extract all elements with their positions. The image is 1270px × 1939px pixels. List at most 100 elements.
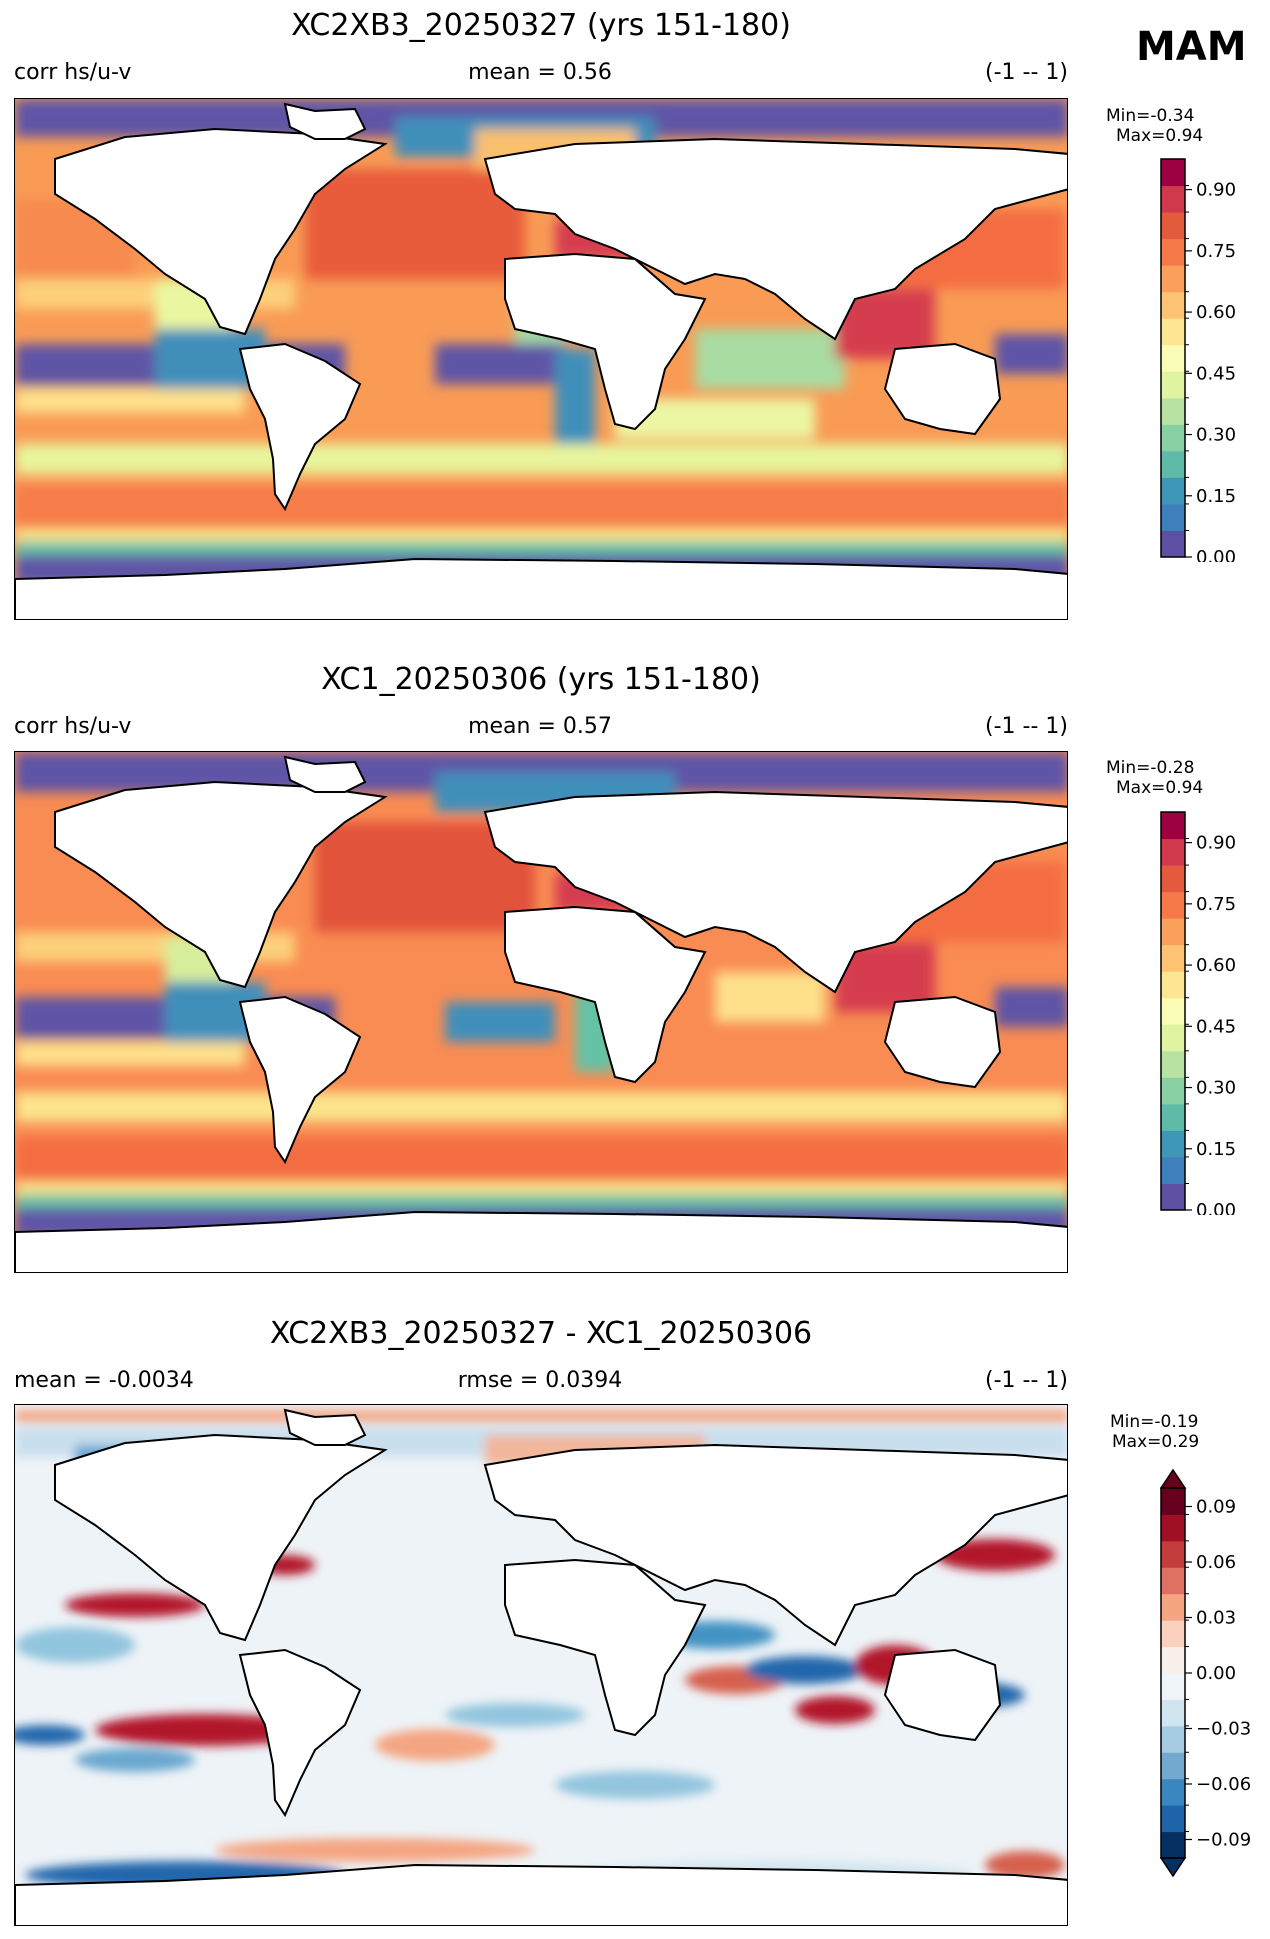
panel-1-map [14,98,1068,620]
panel-1-landmasses [15,102,1067,619]
colorbar-tick-label: 0.15 [1196,1139,1236,1160]
panel-3-map [14,1404,1068,1926]
colorbar-segment [1161,1540,1185,1568]
colorbar-segment [1161,159,1185,187]
colorbar-segment [1161,503,1185,531]
colorbar-segment [1161,1050,1185,1078]
panel-2-title: XC1_20250306 (yrs 151-180) [321,662,761,697]
colorbar-segment [1161,1673,1185,1700]
colorbar-tick-label: 0.75 [1196,241,1236,262]
panel-3-min-label: Min=-0.19 [1110,1412,1199,1432]
colorbar-segment [1161,291,1185,319]
panel-1-mean-label: mean = 0.56 [468,60,612,85]
colorbar-segment [1161,918,1185,946]
panel-1-min-label: Min=-0.34 [1106,106,1195,126]
panel-2-colorbar-ticks: 0.00 0.15 0.30 0.45 0.60 0.75 0.90 [1185,833,1236,1215]
colorbar-segment [1161,1646,1185,1674]
colorbar-tick-label: 0.90 [1196,833,1236,854]
panel-1-range-label: (-1 -- 1) [985,60,1068,85]
colorbar-tick-label: 0.09 [1196,1497,1236,1518]
panel-1-colorbar: 0.00 0.15 0.30 0.45 0.60 0.75 0.90 [1160,158,1236,562]
colorbar-extend-min-arrow [1160,1857,1187,1878]
panel-1-field [15,99,1067,619]
colorbar-segment [1161,1156,1185,1184]
colorbar-segment [1161,1699,1185,1727]
colorbar-segment [1161,838,1185,866]
colorbar-segment [1161,450,1185,478]
colorbar-segment [1161,1831,1185,1859]
colorbar-segment [1161,185,1185,213]
colorbar-segment [1161,1514,1185,1542]
colorbar-tick-label: 0.75 [1196,894,1236,915]
panel-2-variable-label: corr hs/u-v [14,714,132,739]
panel-1-map-svg [15,99,1067,619]
panel-3-title: XC2XB3_20250327 - XC1_20250306 [269,1316,813,1351]
colorbar-tick-label: 0.45 [1196,363,1236,384]
colorbar-segment [1161,1593,1185,1621]
colorbar-segment [1161,424,1185,452]
panel-2-map-svg [15,752,1067,1272]
colorbar-segment [1161,865,1185,893]
colorbar-tick-label: −0.06 [1196,1774,1251,1795]
panel-3-field [15,1405,1067,1925]
panel-2-map [14,751,1068,1273]
colorbar-tick-label: 0.30 [1196,1078,1236,1099]
panel-1-colorbar-fill [1161,159,1185,558]
colorbar-segment [1161,1488,1185,1515]
colorbar-tick-label: 0.60 [1196,302,1236,323]
panel-2-max-label: Max=0.94 [1116,778,1204,798]
colorbar-segment [1161,397,1185,425]
colorbar-tick-label: 0.30 [1196,425,1236,446]
colorbar-segment [1161,1024,1185,1052]
colorbar-segment [1161,477,1185,505]
colorbar-tick-label: −0.09 [1196,1830,1251,1851]
panel-3-landmasses [15,1408,1067,1925]
colorbar-segment [1161,1183,1185,1211]
panel-3-colorbar-ticks: −0.09 −0.06 −0.03 0.00 0.03 0.06 0.09 [1185,1497,1251,1851]
panel-3-max-label: Max=0.29 [1112,1432,1200,1452]
colorbar-segment [1161,1567,1185,1595]
panel-3-rmse-label: rmse = 0.0394 [457,1368,623,1393]
season-label: MAM [1136,24,1247,70]
panel-3-mean-label: mean = -0.0034 [14,1368,194,1393]
panel-1-title: XC2XB3_20250327 (yrs 151-180) [291,8,791,43]
colorbar-segment [1161,1752,1185,1780]
colorbar-segment [1161,1725,1185,1753]
panel-2-colorbar: 0.00 0.15 0.30 0.45 0.60 0.75 0.90 [1160,811,1236,1215]
panel-2-colorbar-fill [1161,812,1185,1211]
colorbar-segment [1161,371,1185,399]
colorbar-tick-label: 0.90 [1196,180,1236,201]
colorbar-tick-label: 0.06 [1196,1552,1236,1573]
colorbar-segment [1161,318,1185,346]
colorbar-segment [1161,1620,1185,1648]
colorbar-tick-label: 0.60 [1196,955,1236,976]
colorbar-tick-label: 0.00 [1196,547,1236,562]
colorbar-tick-label: 0.03 [1196,1608,1236,1629]
panel-3-colorbar: −0.09 −0.06 −0.03 0.00 0.03 0.06 0.09 [1160,1468,1251,1878]
colorbar-segment [1161,530,1185,558]
colorbar-extend-max-arrow [1160,1468,1187,1489]
panel-1-max-label: Max=0.94 [1116,126,1204,146]
colorbar-segment [1161,971,1185,999]
colorbar-tick-label: −0.03 [1196,1719,1251,1740]
panel-2-range-label: (-1 -- 1) [985,714,1068,739]
panel-3-colorbar-fill [1160,1468,1187,1878]
colorbar-tick-label: 0.00 [1196,1200,1236,1215]
panel-3-map-svg [15,1405,1067,1925]
panel-1-variable-label: corr hs/u-v [14,60,132,85]
panel-2-mean-label: mean = 0.57 [468,714,612,739]
colorbar-tick-label: 0.45 [1196,1016,1236,1037]
colorbar-segment [1161,997,1185,1025]
colorbar-segment [1161,944,1185,972]
colorbar-segment [1161,344,1185,372]
colorbar-segment [1161,238,1185,266]
colorbar-segment [1161,212,1185,240]
panel-3-range-label: (-1 -- 1) [985,1368,1068,1393]
panel-2-min-label: Min=-0.28 [1106,758,1195,778]
colorbar-segment [1161,812,1185,840]
colorbar-tick-label: 0.15 [1196,486,1236,507]
panel-2-landmasses [15,755,1067,1272]
colorbar-segment [1161,891,1185,919]
colorbar-segment [1161,1103,1185,1131]
colorbar-segment [1161,265,1185,293]
